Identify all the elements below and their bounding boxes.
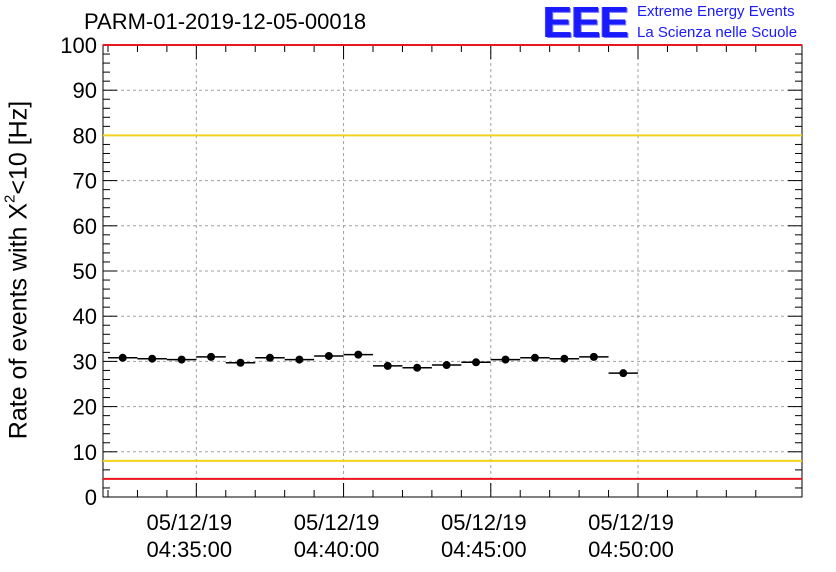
chart-title: PARM-01-2019-12-05-00018 — [84, 9, 367, 34]
data-point — [265, 353, 274, 362]
data-point — [295, 355, 304, 364]
data-point — [118, 353, 127, 362]
y-tick-label: 90 — [73, 78, 97, 103]
y-tick-label: 70 — [73, 169, 97, 194]
data-point — [383, 361, 392, 370]
data-point — [207, 352, 216, 361]
data-point — [501, 355, 510, 364]
y-axis-label: Rate of events with X2<10 [Hz] — [1, 100, 33, 440]
y-tick-label: 20 — [73, 395, 97, 420]
y-tick-label: 10 — [73, 440, 97, 465]
x-tick-label-time: 04:35:00 — [147, 537, 233, 562]
data-point — [148, 354, 157, 363]
y-tick-label: 0 — [85, 485, 97, 510]
x-tick-label-time: 04:40:00 — [294, 537, 380, 562]
y-axis-label-suffix: <10 [Hz] — [4, 100, 33, 195]
data-point — [589, 352, 598, 361]
x-tick-label-time: 04:50:00 — [588, 537, 674, 562]
data-point — [442, 361, 451, 370]
eee-logo: EEE — [543, 0, 629, 47]
data-point — [619, 369, 628, 378]
data-point — [324, 351, 333, 360]
y-tick-label: 100 — [60, 33, 97, 58]
y-tick-label: 40 — [73, 304, 97, 329]
data-point — [560, 354, 569, 363]
data-point — [530, 353, 539, 362]
x-tick-label-date: 05/12/19 — [441, 510, 527, 535]
y-tick-label: 50 — [73, 259, 97, 284]
x-tick-label-date: 05/12/19 — [294, 510, 380, 535]
logo-line-2: La Scienza nelle Scuole — [637, 24, 798, 41]
y-tick-label: 60 — [73, 214, 97, 239]
data-point — [236, 358, 245, 367]
logo-line-1: Extreme Energy Events — [637, 3, 795, 20]
y-axis-label-prefix: Rate of events with X — [4, 202, 33, 440]
data-point — [472, 358, 481, 367]
data-point — [413, 363, 422, 372]
y-tick-label: 30 — [73, 349, 97, 374]
data-point — [354, 350, 363, 359]
y-axis-label-sup: 2 — [1, 194, 19, 203]
data-point — [177, 355, 186, 364]
x-tick-label-date: 05/12/19 — [147, 510, 233, 535]
x-tick-label-time: 04:45:00 — [441, 537, 527, 562]
x-tick-label-date: 05/12/19 — [588, 510, 674, 535]
y-tick-label: 80 — [73, 123, 97, 148]
